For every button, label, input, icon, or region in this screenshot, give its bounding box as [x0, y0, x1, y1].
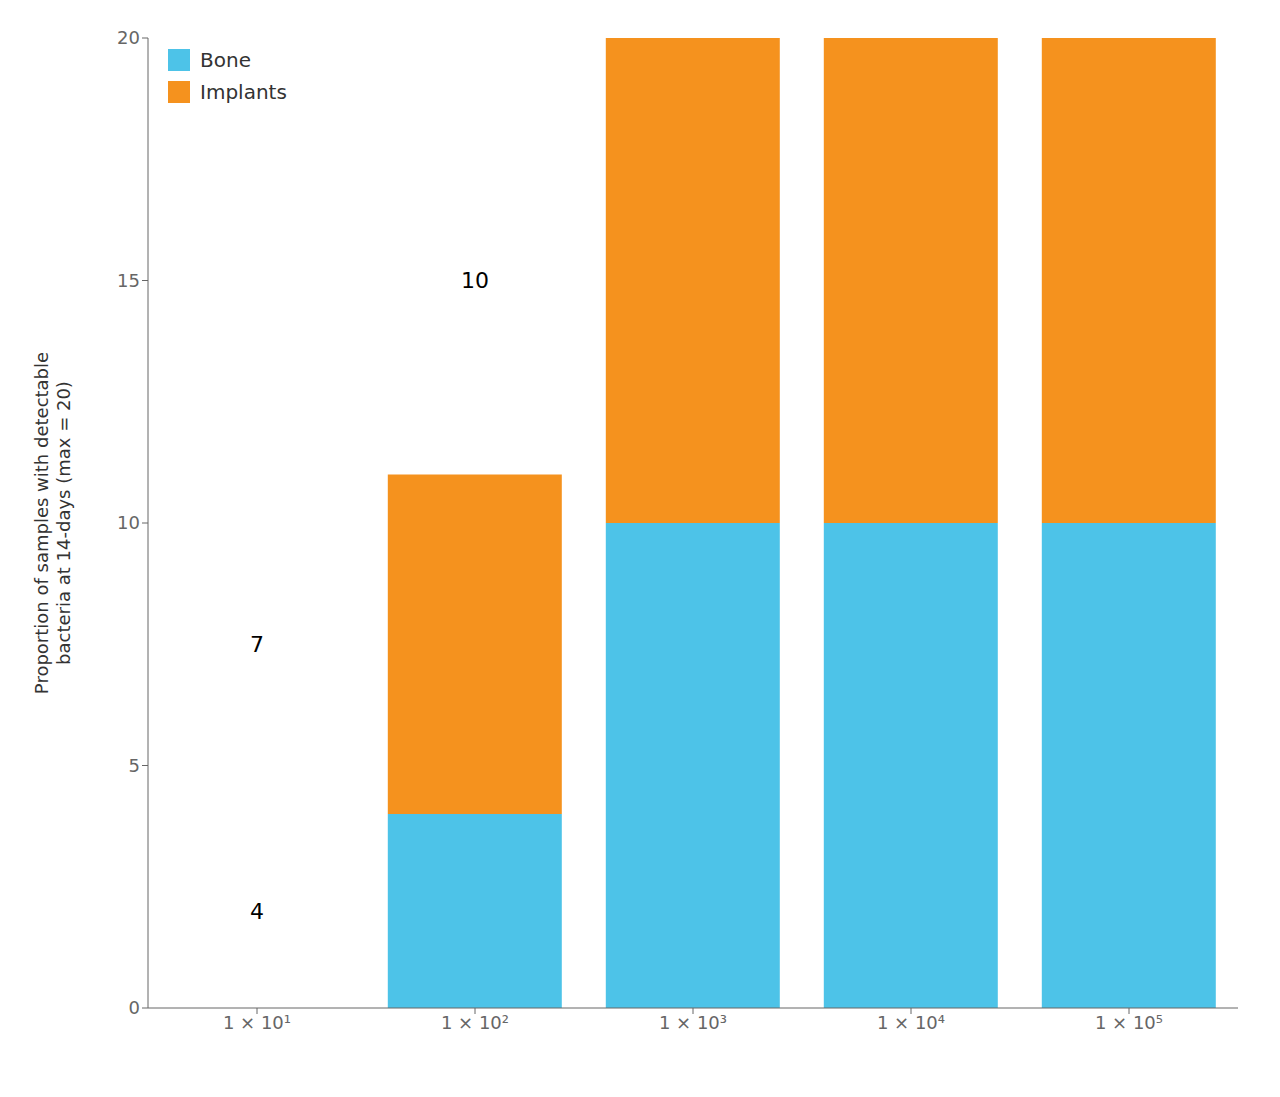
svg-text:20: 20	[117, 27, 140, 48]
svg-text:4: 4	[250, 899, 264, 924]
svg-text:1 × 10³: 1 × 10³	[659, 1012, 727, 1033]
svg-text:15: 15	[117, 270, 140, 291]
svg-text:1 × 10²: 1 × 10²	[441, 1012, 509, 1033]
html-text:Bone: Bone	[200, 48, 251, 72]
svg-text:Proportion of samples with det: Proportion of samples with detectablebac…	[31, 352, 74, 694]
svg-text:10: 10	[461, 268, 489, 293]
svg-text:0: 0	[129, 997, 140, 1018]
svg-text:1 × 10⁴: 1 × 10⁴	[877, 1012, 945, 1033]
svg-text:7: 7	[250, 632, 264, 657]
svg-text:5: 5	[129, 755, 140, 776]
svg-text:1 × 10⁵: 1 × 10⁵	[1095, 1012, 1163, 1033]
html-text:Implants: Implants	[200, 80, 287, 104]
svg-text:10: 10	[117, 512, 140, 533]
svg-text:1 × 10¹: 1 × 10¹	[223, 1012, 291, 1033]
